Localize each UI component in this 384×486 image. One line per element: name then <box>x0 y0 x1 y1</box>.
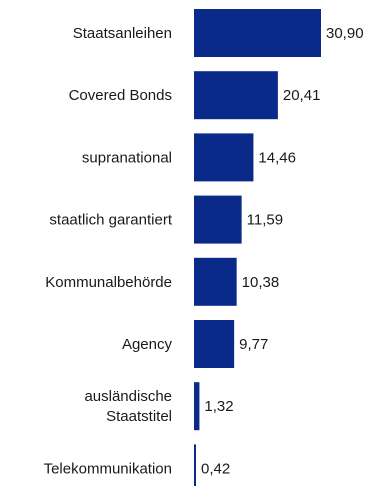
category-label-1: Covered Bonds <box>69 87 172 104</box>
bar-5 <box>194 320 234 368</box>
category-label-5: Agency <box>122 336 173 353</box>
category-labels-group: Staatsanleihen Covered Bonds supranational… <box>44 25 173 477</box>
category-label-line: ausländische <box>84 388 172 405</box>
bar-0 <box>194 9 321 57</box>
category-label-6: ausländische Staatstitel <box>84 388 172 425</box>
category-label-line: Staatstitel <box>106 408 172 425</box>
value-label-6: 1,32 <box>204 398 233 415</box>
category-label-0: Staatsanleihen <box>73 25 172 42</box>
category-label-4: Kommunalbehörde <box>45 274 172 291</box>
value-label-2: 14,46 <box>258 149 296 166</box>
value-label-3: 11,59 <box>247 212 283 229</box>
bar-4 <box>194 258 237 306</box>
bar-6 <box>194 382 199 430</box>
category-label-line: Telekommunikation <box>44 460 172 477</box>
category-label-7: Telekommunikation <box>44 460 172 477</box>
category-label-line: Staatsanleihen <box>73 25 172 42</box>
category-label-line: Kommunalbehörde <box>45 274 172 291</box>
bar-2 <box>194 133 253 181</box>
value-label-5: 9,77 <box>239 336 268 353</box>
value-label-1: 20,41 <box>283 87 321 104</box>
bar-7 <box>194 444 196 486</box>
bar-3 <box>194 196 242 244</box>
category-label-line: staatlich garantiert <box>49 212 172 229</box>
value-label-4: 10,38 <box>242 274 280 291</box>
category-label-line: supranational <box>82 149 172 166</box>
value-label-0: 30,90 <box>326 25 364 42</box>
category-label-3: staatlich garantiert <box>49 212 172 229</box>
category-label-line: Covered Bonds <box>69 87 172 104</box>
category-label-line: Agency <box>122 336 173 353</box>
category-label-2: supranational <box>82 149 172 166</box>
bar-1 <box>194 71 278 119</box>
value-label-7: 0,42 <box>201 460 230 477</box>
